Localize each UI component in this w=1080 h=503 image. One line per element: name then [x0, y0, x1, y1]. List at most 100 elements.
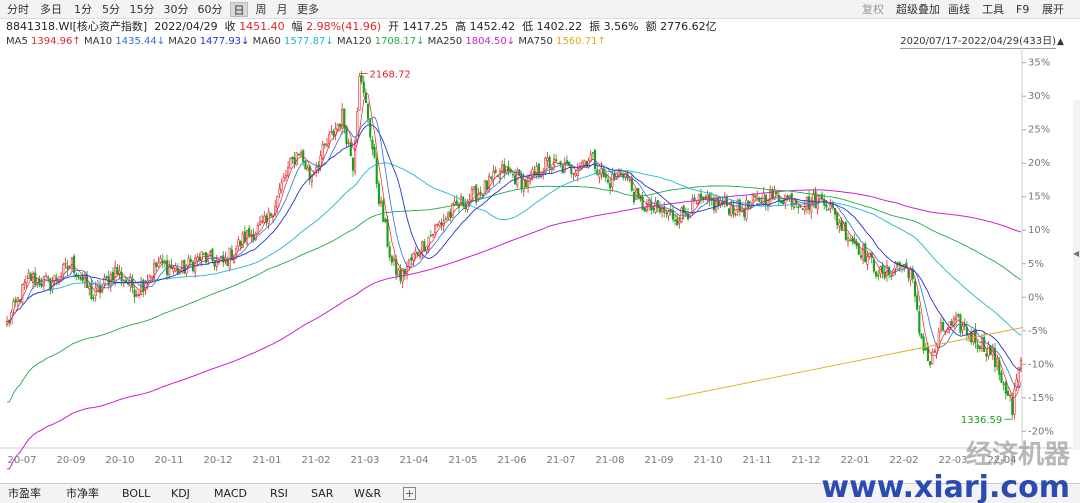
index-code-name: 8841318.WI[核心资产指数]: [6, 20, 148, 33]
high-value: 1452.42: [469, 20, 516, 33]
candle-body: [833, 207, 837, 215]
candle-body: [382, 200, 385, 222]
candle-body: [753, 195, 757, 198]
tab-rsi[interactable]: RSI: [270, 487, 288, 500]
tools-button[interactable]: 工具: [982, 3, 1004, 16]
candle-body: [1004, 382, 1007, 394]
x-tick-label: 20-07: [7, 455, 36, 466]
candle-body: [594, 149, 597, 169]
candle-body: [267, 211, 270, 224]
candle-body: [449, 211, 452, 218]
candle-body: [820, 194, 824, 200]
candle-body: [105, 276, 108, 278]
add-indicator-button[interactable]: +: [403, 487, 416, 500]
y-tick-label: 10%: [1028, 225, 1050, 236]
candle-body: [877, 274, 880, 277]
y-tick-label: 30%: [1028, 91, 1050, 102]
candle-body: [630, 178, 633, 191]
candle-body: [779, 200, 783, 204]
ma10-arrow: ↓: [156, 36, 166, 47]
candle-body: [196, 256, 199, 261]
chevron-left-icon[interactable]: ◀: [1073, 249, 1080, 258]
tab-boll[interactable]: BOLL: [122, 487, 151, 500]
candle-body: [287, 166, 290, 177]
candle-body: [654, 201, 657, 213]
tab-period-week[interactable]: 周: [255, 3, 267, 16]
ma120-line: [7, 185, 1022, 403]
ma750-label: MA750: [518, 36, 553, 47]
candle-body: [325, 143, 329, 147]
candle-body: [955, 316, 958, 320]
high-label: 高: [455, 20, 467, 33]
candle-body: [836, 212, 839, 225]
candle-body: [336, 124, 339, 130]
tab-period-30min[interactable]: 30分: [163, 3, 189, 16]
draw-line-button[interactable]: 画线: [948, 3, 970, 16]
candle-body: [676, 218, 679, 226]
low-label: 低: [522, 20, 534, 33]
tab-macd[interactable]: MACD: [214, 487, 247, 500]
tab-period-5min[interactable]: 5分: [102, 3, 120, 16]
adjust-button[interactable]: 复权: [862, 3, 884, 16]
candle-body: [851, 237, 854, 242]
candle-body: [86, 275, 89, 289]
kline-chart[interactable]: 35% 30% 25% 20% 15% 10% 5% 0% -5% -10% -15% -20% 20-…: [0, 48, 1072, 483]
tab-period-more[interactable]: 更多: [297, 3, 319, 16]
candle-body: [25, 275, 28, 284]
candle-body: [390, 256, 393, 263]
candle-body: [907, 269, 910, 278]
f9-button[interactable]: F9: [1016, 3, 1030, 16]
candle-body: [79, 277, 82, 280]
candle-body: [12, 301, 15, 311]
candle-body: [814, 190, 817, 209]
candle-body: [40, 283, 43, 287]
date-range-label[interactable]: 2020/07/17-2022/04/29(433日): [900, 36, 1056, 49]
super-overlay-button[interactable]: 超级叠加: [896, 3, 940, 16]
tab-period-1min[interactable]: 1分: [74, 3, 92, 16]
tab-pb-ratio[interactable]: 市净率: [66, 487, 99, 500]
tab-period-15min[interactable]: 15分: [129, 3, 155, 16]
candle-body: [159, 258, 162, 263]
candle-body: [570, 164, 573, 174]
x-tick-label: 21-11: [742, 455, 771, 466]
candle-body: [922, 336, 925, 351]
ma750-line: [666, 326, 1024, 400]
candle-body: [323, 143, 326, 146]
tab-wr[interactable]: W&R: [354, 487, 382, 500]
tab-period-month[interactable]: 月: [276, 3, 288, 16]
tab-period-day[interactable]: 日: [230, 2, 248, 17]
candle-body: [349, 142, 352, 157]
candle-body: [408, 259, 411, 268]
candle-body: [202, 253, 205, 256]
candle-body: [846, 237, 850, 242]
ma120-value: 1708.17: [374, 36, 417, 47]
tab-kdj[interactable]: KDJ: [171, 487, 190, 500]
x-tick-label: 21-07: [546, 455, 575, 466]
candle-body: [6, 321, 9, 326]
x-tick-label: 21-08: [595, 455, 624, 466]
candle-body: [155, 262, 158, 268]
tab-period-multiday[interactable]: 多日: [40, 3, 62, 16]
tab-period-intraday[interactable]: 分时: [7, 3, 29, 16]
tab-pe-ratio[interactable]: 市盈率: [8, 487, 41, 500]
expand-button[interactable]: 展开: [1042, 3, 1064, 16]
period-toolbar: 分时 多日 1分 5分 15分 30分 60分 日 周 月 更多 复权 超级叠加…: [0, 0, 1080, 19]
candle-body: [505, 166, 508, 173]
chevron-up-icon[interactable]: ▲: [1057, 37, 1064, 47]
candle-body: [492, 171, 495, 180]
candle-body: [609, 183, 612, 189]
candle-body: [970, 332, 973, 343]
candle-body: [494, 169, 497, 174]
close-value: 1451.40: [239, 20, 285, 33]
candle-body: [875, 271, 878, 277]
tab-period-60min[interactable]: 60分: [197, 3, 223, 16]
candle-body: [576, 168, 579, 176]
ma750-value: 1560.71: [556, 36, 598, 47]
candle-body: [44, 275, 48, 278]
candle-body: [386, 219, 389, 247]
x-tick-label: 20-10: [105, 455, 134, 466]
x-tick-label: 21-03: [350, 455, 379, 466]
side-panel-handle[interactable]: [1073, 100, 1080, 450]
y-tick-label: -5%: [1028, 326, 1047, 337]
tab-sar[interactable]: SAR: [311, 487, 334, 500]
